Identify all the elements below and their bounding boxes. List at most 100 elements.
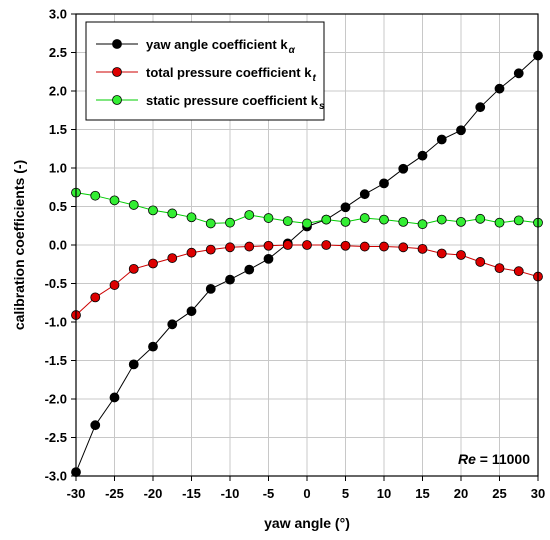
series-1-point (205, 244, 216, 255)
series-2-point (205, 218, 216, 229)
legend-label: total pressure coefficient kt (146, 65, 316, 84)
series-2-point (379, 214, 389, 225)
series-1-point (244, 241, 255, 252)
series-1-point (128, 263, 139, 274)
tick-layer: -30 -25 -20 -15 -10 -5 0 5 10 15 20 25 30 -3.0 -2.5 -2.… (45, 7, 546, 502)
x-tick-label: -15 (182, 486, 201, 501)
x-tick-label: -30 (67, 486, 86, 501)
x-tick-label: -20 (144, 486, 163, 501)
series-1-point (321, 240, 332, 250)
y-tick-label: 1.5 (49, 122, 67, 137)
legend-label: yaw angle coefficient kα (146, 37, 296, 56)
legend-swatch-marker (112, 95, 122, 105)
y-tick-label: -0.5 (45, 276, 67, 291)
series-0-point (417, 150, 428, 161)
y-axis-title: calibration coefficients (-) (11, 160, 27, 330)
series-2-point (302, 218, 312, 229)
series-0-point (359, 189, 370, 200)
series-1-point (282, 240, 293, 250)
series-1-point (263, 240, 274, 251)
series-1-point (436, 248, 447, 259)
series-0-point (186, 306, 197, 317)
legend-label: static pressure coefficient ks (146, 93, 325, 112)
series-1-point (456, 250, 466, 260)
series-2-point (513, 215, 524, 226)
series-2-point (456, 216, 466, 227)
series-1-point (513, 266, 524, 277)
series-2-point (282, 216, 293, 227)
y-tick-label: 1.0 (49, 161, 67, 176)
series-2-point (225, 217, 235, 228)
y-tick-label: -1.0 (45, 315, 67, 330)
legend-label-subscript: α (289, 45, 296, 56)
x-tick-label: 30 (531, 486, 545, 501)
series-2-point (359, 213, 370, 223)
y-tick-label: 0.0 (49, 238, 67, 253)
series-1-point (167, 253, 178, 263)
x-axis-title: yaw angle (°) (264, 515, 350, 531)
series-0-point (513, 68, 524, 79)
series-2-point (148, 205, 158, 216)
series-1-point (340, 240, 351, 251)
legend-box (85, 21, 325, 121)
series-2-point (244, 210, 255, 220)
series-2-point (494, 217, 505, 228)
y-tick-label: -2.0 (45, 392, 67, 407)
legend-swatch-marker (112, 39, 122, 49)
series-0-point (379, 178, 389, 189)
series-0-point (90, 420, 101, 431)
legend-item-0: yaw angle coefficient kα (96, 37, 296, 56)
reynolds-symbol: Re (458, 451, 476, 467)
legend-item-1: total pressure coefficient kt (96, 65, 316, 84)
series-1-point (417, 243, 428, 254)
x-tick-label: 15 (415, 486, 429, 501)
y-tick-label: -2.5 (45, 430, 67, 445)
x-tick-label: 5 (342, 486, 349, 501)
series-0-point (148, 341, 158, 352)
series-2-point (109, 195, 120, 206)
series-2-point (321, 214, 332, 225)
series-0-point (398, 163, 409, 174)
y-tick-label: 2.5 (49, 45, 67, 60)
x-tick-label: -5 (263, 486, 275, 501)
series-1-point (186, 247, 197, 258)
y-tick-label: 2.0 (49, 84, 67, 99)
series-1-point (148, 258, 158, 269)
x-tick-label: 20 (454, 486, 468, 501)
y-tick-label: 3.0 (49, 7, 67, 22)
x-tick-label: -10 (221, 486, 240, 501)
series-0-point (475, 102, 486, 113)
series-2-point (417, 219, 428, 230)
x-tick-label: 10 (377, 486, 391, 501)
y-tick-label: 0.5 (49, 199, 67, 214)
x-tick-label: -25 (105, 486, 124, 501)
series-1-point (225, 242, 235, 253)
series-2-point (90, 190, 101, 201)
legend-label-subscript: s (319, 101, 325, 112)
series-0-point (128, 359, 139, 370)
series-1-point (109, 280, 120, 290)
series-2-point (128, 200, 139, 210)
series-2-point (167, 208, 178, 219)
series-1-point (90, 292, 101, 303)
legend-item-2: static pressure coefficient ks (96, 93, 325, 112)
reynolds-annotation: Re = 11000 (458, 451, 530, 467)
series-2-point (398, 216, 409, 227)
legend-items: yaw angle coefficient kα total pressure c… (96, 37, 325, 112)
series-1-point (359, 241, 370, 252)
series-2-point (263, 213, 274, 223)
series-2-point (186, 212, 197, 223)
series-2-point (436, 214, 447, 225)
x-tick-label: 0 (303, 486, 310, 501)
series-0-point (456, 125, 466, 136)
legend-label-subscript: t (312, 73, 316, 84)
series-0-point (263, 253, 274, 264)
series-0-point (167, 319, 178, 330)
series-1-point (494, 263, 505, 274)
series-2-point (475, 213, 486, 224)
series-0-point (244, 264, 255, 275)
series-0-point (340, 202, 351, 213)
series-0-point (225, 274, 235, 285)
legend: yaw angle coefficient kα total pressure c… (85, 21, 325, 121)
